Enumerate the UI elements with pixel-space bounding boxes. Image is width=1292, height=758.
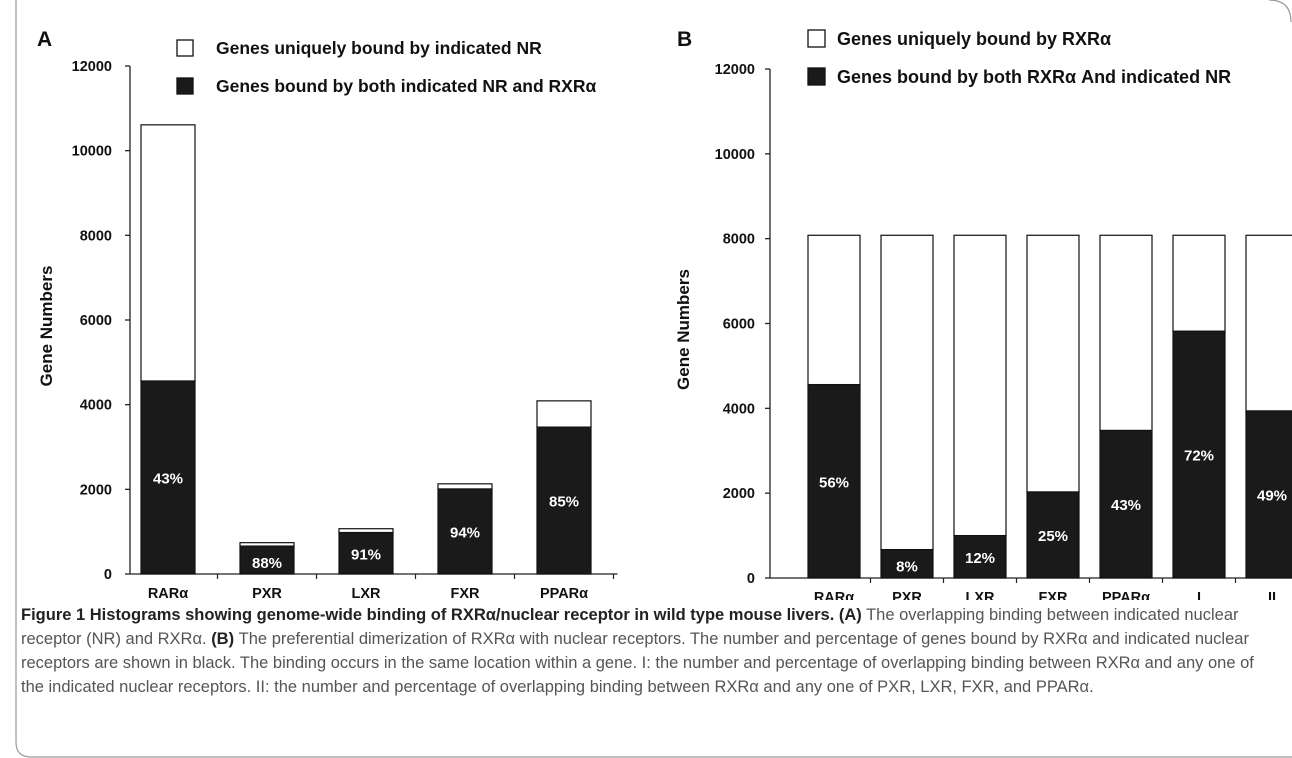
y-tick-label: 4000 (723, 401, 755, 417)
bar-unique-segment (1172, 234, 1226, 332)
bar-unique-segment (437, 483, 493, 490)
legend-label: Genes bound by both RXRα And indicated N… (837, 67, 1231, 87)
y-tick-label: 2000 (80, 482, 112, 498)
bar-shared-segment (880, 548, 934, 579)
bar-unique-segment (536, 400, 592, 428)
bar-unique-segment (953, 234, 1007, 537)
bar-unique-segment (1099, 234, 1153, 431)
caption-text-b: The preferential dimerization of RXRα wi… (21, 630, 1254, 696)
chart-panel-a: A 0 2000 4000 6000 8000 10000 12000 Gene Numbers… (37, 28, 618, 600)
x-tick-label: PPARα (540, 586, 588, 600)
caption-title: Figure 1 Histograms showing genome-wide … (21, 606, 835, 624)
y-tick-label: 6000 (80, 313, 112, 329)
x-tick-label: RARα (148, 586, 188, 600)
chart-panel-b: B 0 2000 4000 6000 8000 10000 12000 Gene Numbers… (674, 28, 1292, 600)
bar-shared-segment (140, 380, 196, 575)
x-tick-label: PXR (892, 590, 922, 600)
bar-data-label: 72% (1184, 448, 1214, 465)
x-tick-label: FXR (451, 586, 481, 600)
y-tick-label: 0 (747, 571, 755, 587)
bar-data-label: 43% (1111, 497, 1141, 514)
x-tick-label: I (1197, 590, 1201, 600)
y-tick-label: 6000 (723, 317, 755, 333)
y-tick-label: 8000 (723, 232, 755, 248)
bar-data-label: 56% (819, 474, 849, 491)
y-tick-label: 4000 (80, 398, 112, 414)
legend-label: Genes uniquely bound by RXRα (837, 29, 1111, 49)
panel-label-a: A (37, 28, 52, 51)
y-tick-label: 8000 (80, 228, 112, 244)
caption-text-a: The overlapping binding between indicate… (21, 606, 1239, 648)
bar-unique-segment (1245, 234, 1292, 412)
x-tick-label: II (1268, 590, 1276, 600)
bar-shared-segment (338, 531, 394, 575)
bar-data-label: 94% (450, 524, 480, 541)
legend-label: Genes uniquely bound by indicated NR (216, 38, 542, 58)
bar-data-label: 12% (965, 550, 995, 567)
bar-shared-segment (1172, 330, 1226, 579)
bar-shared-segment (807, 383, 861, 579)
x-tick-label: RARα (814, 590, 854, 600)
y-tick-label: 10000 (715, 147, 755, 163)
x-tick-label: PPARα (1102, 590, 1150, 600)
legend-swatch (176, 77, 194, 95)
y-tick-label: 0 (104, 567, 112, 583)
y-tick-label: 2000 (723, 486, 755, 502)
y-tick-label: 12000 (72, 59, 112, 75)
bar-unique-segment (239, 542, 295, 547)
bar-unique-segment (807, 234, 861, 386)
bar-unique-segment (880, 234, 934, 551)
y-tick-label: 12000 (715, 62, 755, 78)
x-tick-label: PXR (252, 586, 282, 600)
caption-label-a: (A) (838, 606, 862, 624)
x-tick-label: LXR (966, 590, 996, 600)
bar-shared-segment (437, 488, 493, 575)
x-tick-label: FXR (1039, 590, 1069, 600)
y-axis-label: Gene Numbers (674, 269, 693, 390)
bar-data-label: 25% (1038, 528, 1068, 545)
bar-data-label: 43% (153, 470, 183, 487)
legend-swatch (176, 39, 194, 57)
bar-shared-segment (1099, 429, 1153, 579)
legend-swatch (807, 67, 826, 86)
legend-swatch (807, 29, 826, 48)
bar-unique-segment (338, 528, 394, 534)
panel-label-b: B (677, 28, 692, 51)
legend-label: Genes bound by both indicated NR and RXR… (216, 76, 596, 96)
x-tick-label: LXR (352, 586, 382, 600)
bar-shared-segment (239, 545, 295, 575)
bar-unique-segment (1026, 234, 1080, 493)
bar-data-label: 8% (896, 559, 918, 576)
bar-data-label: 91% (351, 546, 381, 563)
bar-data-label: 88% (252, 555, 282, 572)
y-tick-label: 10000 (72, 144, 112, 160)
bar-data-label: 49% (1257, 487, 1287, 504)
caption-label-b: (B) (211, 630, 235, 648)
y-axis-label: Gene Numbers (37, 266, 56, 387)
bar-shared-segment (1245, 410, 1292, 579)
bar-data-label: 85% (549, 494, 579, 511)
bar-unique-segment (140, 124, 196, 382)
bar-shared-segment (1026, 491, 1080, 579)
figure-caption: Figure 1 Histograms showing genome-wide … (21, 603, 1281, 699)
